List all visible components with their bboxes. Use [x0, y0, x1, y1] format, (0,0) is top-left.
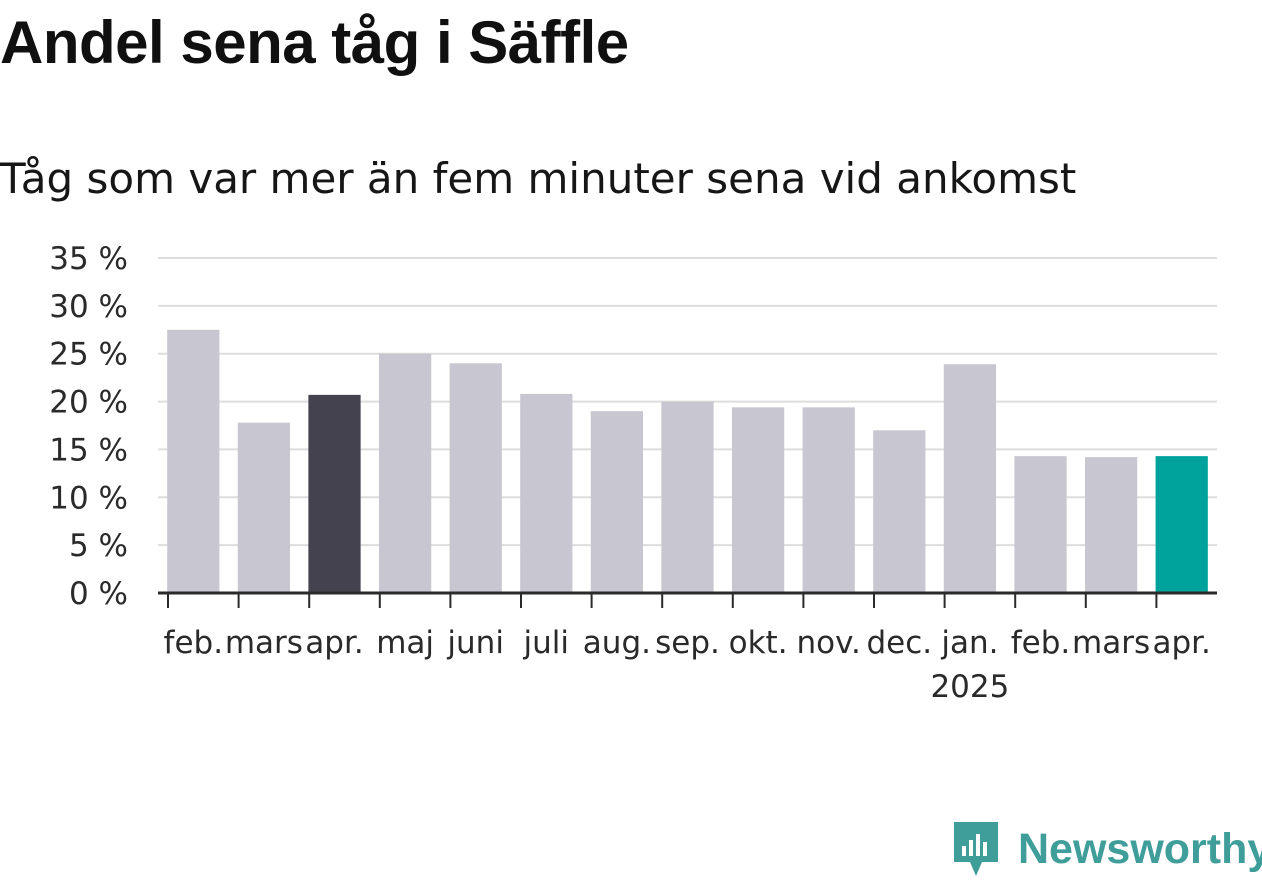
axis-labels: 0 %5 %10 %15 %20 %25 %30 %35 %feb. mars ap… [49, 241, 1211, 705]
x-tick-label: aug. [583, 625, 651, 661]
bars [167, 329, 1208, 593]
bar [308, 394, 361, 593]
bar [520, 393, 573, 593]
x-tick-label: feb. [164, 625, 224, 661]
x-tick-label: feb. [1011, 625, 1071, 661]
bar [1155, 456, 1208, 593]
x-tick-label: mars [225, 625, 303, 661]
bar [378, 353, 432, 593]
bar [661, 401, 714, 593]
x-tick-label: juni [446, 625, 504, 661]
y-tick-label: 5 % [69, 528, 128, 564]
chart-title: Andel sena tåg i Säffle [0, 9, 629, 76]
bar-chart: 0 %5 %10 %15 %20 %25 %30 %35 %feb. mars ap… [49, 241, 1217, 705]
bar [1014, 456, 1067, 593]
bar [167, 329, 220, 593]
x-tick-label: sep. [655, 625, 720, 661]
x-tick-label: nov. [796, 625, 860, 661]
y-tick-label: 30 % [49, 289, 128, 325]
x-axis [158, 591, 1217, 608]
y-tick-label: 20 % [49, 385, 128, 421]
x-tick-label: dec. [866, 625, 932, 661]
x-tick-label: jan. [940, 625, 998, 661]
bar [237, 422, 291, 593]
brand-name: Newsworthy [1018, 824, 1262, 873]
newsworthy-logo[interactable]: Newsworthy [950, 818, 1262, 880]
bar [943, 364, 997, 593]
x-year-label: 2025 [930, 669, 1009, 705]
bar [802, 407, 855, 593]
chart-subtitle: Tåg som var mer än fem minuter sena vid … [0, 154, 1077, 203]
x-tick-label: okt. [729, 625, 788, 661]
y-tick-label: 10 % [49, 480, 128, 516]
x-tick-label: apr. [305, 625, 363, 661]
x-tick-label: mars [1072, 625, 1150, 661]
bar [1084, 457, 1138, 593]
x-tick-label: juli [523, 625, 570, 661]
y-tick-label: 0 % [69, 576, 128, 612]
bar [590, 411, 644, 593]
bar [449, 363, 502, 593]
bar [731, 407, 785, 593]
x-tick-label: maj [376, 625, 434, 661]
y-tick-label: 25 % [49, 337, 128, 373]
bar [873, 430, 926, 593]
y-tick-label: 15 % [49, 432, 128, 468]
y-tick-label: 35 % [49, 241, 128, 277]
newsworthy-logo-icon [954, 822, 998, 876]
x-tick-label: apr. [1152, 625, 1210, 661]
